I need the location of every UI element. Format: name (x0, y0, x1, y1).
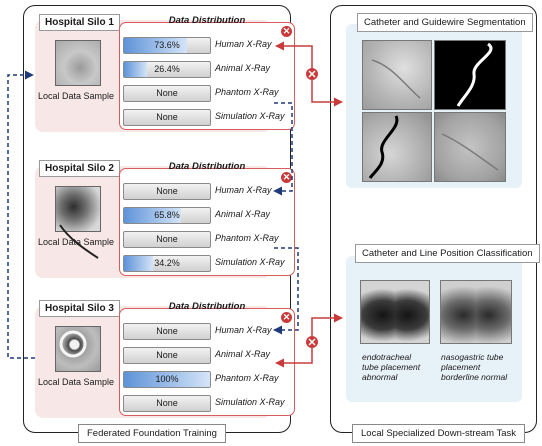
data-distribution-box: Data Distribution ✕ None Human X-Ray 65.… (119, 161, 295, 276)
distribution-label: Phantom X-Ray (215, 373, 279, 383)
distribution-label: Human X-Ray (215, 325, 272, 335)
distribution-bar: 65.8% (123, 207, 211, 224)
distribution-row: None Human X-Ray (123, 183, 291, 200)
distribution-label: Animal X-Ray (215, 349, 271, 359)
distribution-label: Animal X-Ray (215, 63, 271, 73)
classification-task-title: Catheter and Line Position Classificatio… (355, 244, 540, 263)
distribution-fill (124, 372, 210, 387)
distribution-fill (124, 208, 181, 223)
local-data-sample-image (55, 40, 101, 86)
distribution-fill (124, 62, 147, 77)
distribution-fill (124, 256, 154, 271)
local-data-sample-label: Local Data Sample (37, 91, 115, 101)
silo-title: Hospital Silo 2 (39, 160, 120, 177)
distribution-label: Simulation X-Ray (215, 397, 285, 407)
data-distribution-title: Data Distribution (168, 15, 246, 26)
distribution-row: None Simulation X-Ray (123, 109, 291, 126)
federated-training-caption: Federated Foundation Training (78, 424, 226, 443)
angiogram-image (362, 40, 432, 110)
hospital-silo-1: Hospital Silo 1 Local Data Sample Data D… (35, 14, 295, 132)
distribution-value: 26.4% (154, 64, 180, 74)
distribution-value: 65.8% (154, 210, 180, 220)
distribution-label: Human X-Ray (215, 39, 272, 49)
chest-xray-image (360, 280, 430, 344)
catheter-overlay-stroke (368, 115, 399, 179)
distribution-row: None Phantom X-Ray (123, 85, 291, 102)
caption-line: endotracheal (362, 352, 412, 362)
local-data-sample-image (55, 186, 101, 232)
distribution-row: None Human X-Ray (123, 323, 291, 340)
caption-line: abnormal (362, 372, 398, 382)
chest-xray-image (440, 280, 512, 344)
vessel-stroke (59, 224, 99, 259)
x-circle-icon: ✕ (281, 26, 292, 37)
distribution-value: None (156, 88, 178, 98)
distribution-label: Animal X-Ray (215, 209, 271, 219)
distribution-row: 34.2% Simulation X-Ray (123, 255, 291, 272)
distribution-row: 65.8% Animal X-Ray (123, 207, 291, 224)
distribution-label: Phantom X-Ray (215, 87, 279, 97)
distribution-bar: None (123, 395, 211, 412)
distribution-row: 26.4% Animal X-Ray (123, 61, 291, 78)
distribution-row: None Phantom X-Ray (123, 231, 291, 248)
distribution-bar: 100% (123, 371, 211, 388)
distribution-value: None (156, 350, 178, 360)
angiogram-image (434, 112, 506, 182)
distribution-value: None (156, 186, 178, 196)
phantom-ring (59, 330, 87, 358)
distribution-bar: 73.6% (123, 37, 211, 54)
caption-line: placement (441, 362, 481, 372)
dashed-connector-silo1-to-silo2 (273, 102, 293, 196)
distribution-label: Human X-Ray (215, 185, 272, 195)
vessel-stroke (441, 133, 499, 171)
distribution-bar: 26.4% (123, 61, 211, 78)
guidewire-mask-stroke (456, 42, 493, 107)
distribution-value: None (156, 112, 178, 122)
distribution-bar: None (123, 231, 211, 248)
distribution-bar: 34.2% (123, 255, 211, 272)
distribution-bar: None (123, 347, 211, 364)
distribution-value: None (156, 326, 178, 336)
distribution-value: 73.6% (154, 40, 180, 50)
distribution-bar: None (123, 183, 211, 200)
segmentation-task-title: Catheter and Guidewire Segmentation (357, 13, 533, 32)
data-distribution-title: Data Distribution (168, 301, 246, 312)
vessel-stroke (371, 59, 421, 99)
downstream-task-caption: Local Specialized Down-stream Task (352, 424, 526, 443)
distribution-fill (124, 38, 188, 53)
silo-title: Hospital Silo 3 (39, 300, 120, 317)
x-circle-icon: ✕ (281, 172, 292, 183)
data-distribution-box: Data Distribution ✕ 73.6% Human X-Ray 26… (119, 15, 295, 130)
distribution-value: 34.2% (154, 258, 180, 268)
distribution-row: 100% Phantom X-Ray (123, 371, 291, 388)
distribution-row: None Animal X-Ray (123, 347, 291, 364)
distribution-row: None Simulation X-Ray (123, 395, 291, 412)
silo-title: Hospital Silo 1 (39, 14, 120, 31)
distribution-value: None (156, 234, 178, 244)
dashed-connector-silo3-to-silo1 (7, 70, 35, 359)
local-data-sample-label: Local Data Sample (37, 377, 115, 387)
distribution-bar: None (123, 323, 211, 340)
classification-caption-left: endotracheal tube placement abnormal (362, 352, 420, 382)
distribution-bar: None (123, 85, 211, 102)
distribution-label: Simulation X-Ray (215, 111, 285, 121)
catheter-overlay-image (362, 112, 432, 182)
hospital-silo-3: Hospital Silo 3 Local Data Sample Data D… (35, 300, 295, 418)
data-distribution-title: Data Distribution (168, 161, 246, 172)
caption-line: tube placement (362, 362, 421, 372)
hospital-silo-2: Hospital Silo 2 Local Data Sample Data D… (35, 160, 295, 278)
caption-line: nasogastric tube (441, 352, 504, 362)
distribution-row: 73.6% Human X-Ray (123, 37, 291, 54)
distribution-bar: None (123, 109, 211, 126)
distribution-label: Simulation X-Ray (215, 257, 285, 267)
distribution-value: 100% (155, 374, 179, 384)
dashed-connector-silo2-to-silo3 (273, 247, 299, 335)
distribution-label: Phantom X-Ray (215, 233, 279, 243)
distribution-value: None (156, 398, 178, 408)
data-distribution-box: Data Distribution ✕ None Human X-Ray Non… (119, 301, 295, 416)
classification-caption-right: nasogastric tube placement borderline no… (441, 352, 507, 382)
segmentation-mask-image (434, 40, 506, 110)
caption-line: borderline normal (441, 372, 508, 382)
